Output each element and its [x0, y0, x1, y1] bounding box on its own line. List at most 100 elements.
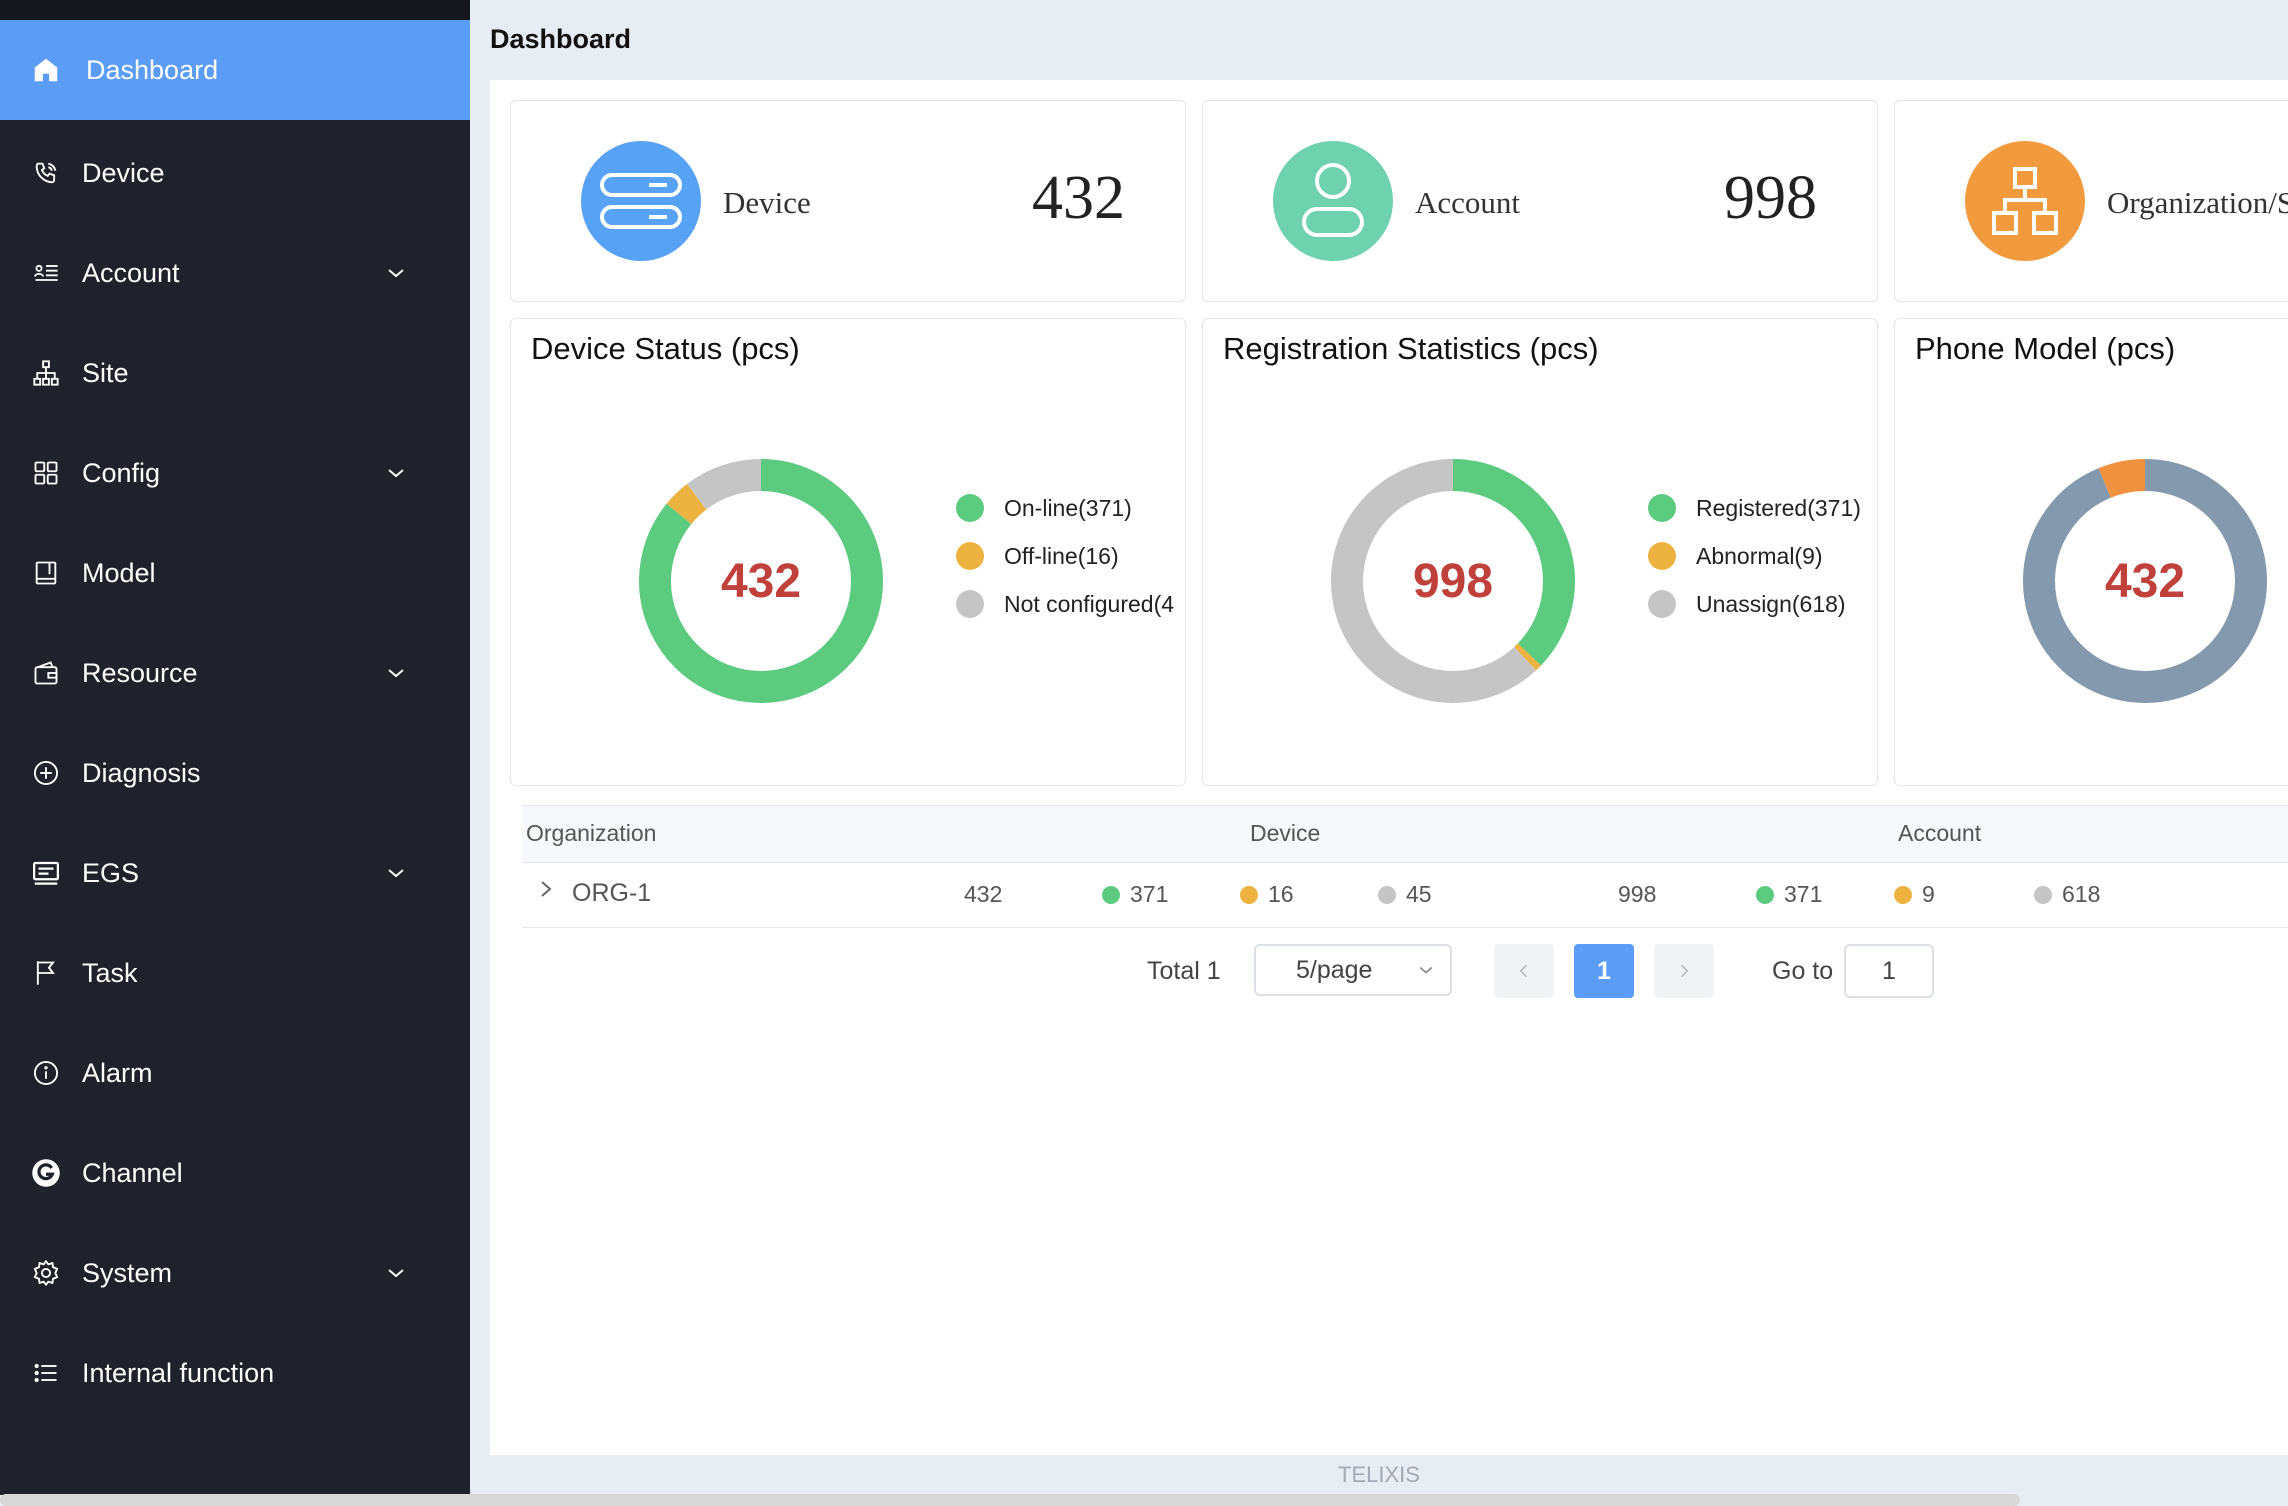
device-icon: [581, 141, 701, 261]
wallet-icon: [30, 657, 62, 689]
sidebar-item-label: Task: [82, 957, 138, 988]
phone-icon: [30, 157, 62, 189]
donut-slice[interactable]: [1331, 459, 1575, 703]
sidebar-item-task[interactable]: Task: [0, 923, 470, 1023]
page-size-select[interactable]: 5/page: [1254, 944, 1452, 996]
donut-center-total: 998: [1413, 555, 1493, 608]
horizontal-scrollbar[interactable]: [0, 1494, 2020, 1506]
sidebar-item-label: Internal function: [82, 1357, 275, 1388]
legend-swatch: [1648, 494, 1676, 522]
legend-swatch: [956, 542, 984, 570]
stat-value: 432: [1032, 164, 1125, 232]
stat-label: Organization/S: [2107, 185, 2288, 220]
donut-center-total: 432: [721, 555, 801, 608]
goto-page-input[interactable]: [1844, 944, 1934, 998]
sidebar-item-device[interactable]: Device: [0, 123, 470, 223]
legend-item-unassign[interactable]: Unassign(618): [1648, 580, 1861, 628]
sidebar-item-label: Site: [82, 357, 129, 388]
legend-item-registered[interactable]: Registered(371): [1648, 484, 1861, 532]
sidebar-item-config[interactable]: Config: [0, 423, 470, 523]
server-icon: [30, 857, 62, 889]
channel-logo-icon: [30, 1157, 62, 1189]
sidebar-item-channel[interactable]: Channel: [0, 1123, 470, 1223]
sidebar-item-label: Resource: [82, 657, 198, 688]
gear-icon: [30, 1257, 62, 1289]
donut-slice[interactable]: [639, 459, 883, 703]
chevron-down-icon: [388, 1269, 404, 1278]
next-page-button[interactable]: [1654, 944, 1714, 998]
chevron-left-icon: [1519, 964, 1528, 978]
donut-slice[interactable]: [2023, 459, 2267, 703]
prev-page-button[interactable]: [1494, 944, 1554, 998]
sidebar-item-alarm[interactable]: Alarm: [0, 1023, 470, 1123]
stat-label: Account: [1415, 185, 1521, 220]
chevron-down-icon: [388, 469, 404, 478]
legend-label: On-line(371): [1004, 494, 1132, 521]
legend-label: Off-line(16): [1004, 542, 1119, 569]
account-abnormal: 9: [1894, 881, 1935, 908]
column-header-device: Device: [1250, 820, 1321, 846]
sidebar-item-label: Device: [82, 157, 165, 188]
legend-label: Abnormal(9): [1696, 542, 1823, 569]
sidebar-item-resource[interactable]: Resource: [0, 623, 470, 723]
legend-swatch: [1648, 590, 1676, 618]
main-header: Dashboard: [470, 0, 2288, 80]
device-offline: 16: [1240, 881, 1294, 908]
legend-swatch: [956, 494, 984, 522]
legend-item-abnormal[interactable]: Abnormal(9): [1648, 532, 1861, 580]
device-total: 432: [964, 881, 1003, 907]
account-unassigned: 618: [2034, 881, 2100, 908]
sidebar-item-account[interactable]: Account: [0, 223, 470, 323]
legend-item-online[interactable]: On-line(371): [956, 484, 1174, 532]
sidebar-top-strip: [0, 0, 470, 20]
legend-item-offline[interactable]: Off-line(16): [956, 532, 1174, 580]
column-header-account: Account: [1898, 820, 1982, 846]
sidebar-item-label: Config: [82, 457, 161, 488]
sidebar-item-egs[interactable]: EGS: [0, 823, 470, 923]
sidebar-item-system[interactable]: System: [0, 1223, 470, 1323]
sitemap-icon: [30, 357, 62, 389]
registration-donut: 998: [1331, 459, 1575, 703]
sidebar-item-label: Alarm: [82, 1057, 153, 1088]
chart-title: Device Status (pcs): [531, 331, 800, 366]
sidebar-item-model[interactable]: Model: [0, 523, 470, 623]
chevron-right-icon: [1680, 964, 1689, 978]
chart-card-phone-model: Phone Model (pcs) 432: [1894, 318, 2288, 786]
chart-legend: On-line(371) Off-line(16) Not configured…: [956, 484, 1174, 628]
chevron-down-icon: [388, 669, 404, 678]
stat-card-device: Device 432: [510, 100, 1186, 302]
chevron-down-icon: [1419, 966, 1433, 974]
page-button-current[interactable]: 1: [1574, 944, 1634, 998]
sidebar-item-label: Model: [82, 557, 156, 588]
sidebar-item-label: Dashboard: [86, 54, 219, 85]
sidebar-item-diagnosis[interactable]: Diagnosis: [0, 723, 470, 823]
page-title: Dashboard: [490, 24, 632, 54]
expand-chevron-icon[interactable]: [536, 877, 556, 901]
donut-center-total: 432: [2105, 555, 2185, 608]
account-list-icon: [30, 257, 62, 289]
plus-circle-icon: [30, 757, 62, 789]
user-icon: [1273, 141, 1393, 261]
stat-card-account: Account 998: [1202, 100, 1878, 302]
sidebar-item-dashboard[interactable]: Dashboard: [0, 20, 470, 120]
device-status-donut: 432: [639, 459, 883, 703]
page-size-value: 5/page: [1296, 955, 1373, 984]
legend-item-not-configured[interactable]: Not configured(4: [956, 580, 1174, 628]
sidebar-item-label: Channel: [82, 1157, 183, 1188]
home-icon: [30, 54, 62, 86]
legend-swatch: [1648, 542, 1676, 570]
grid-icon: [30, 457, 62, 489]
sidebar-item-internal-function[interactable]: Internal function: [0, 1323, 470, 1423]
chart-title: Registration Statistics (pcs): [1223, 331, 1599, 366]
footer-brand: TELIXIS: [1338, 1462, 1420, 1487]
account-total: 998: [1618, 881, 1657, 907]
goto-label: Go to: [1772, 956, 1834, 985]
sidebar-item-site[interactable]: Site: [0, 323, 470, 423]
sidebar-item-label: EGS: [82, 857, 140, 888]
legend-label: Not configured(4: [1004, 590, 1175, 617]
table-row[interactable]: ORG-1 432 371 16 45 998 371 9 618: [522, 861, 2288, 928]
pagination-total: Total 1: [1147, 956, 1221, 985]
chart-legend: Registered(371) Abnormal(9) Unassign(618…: [1648, 484, 1861, 628]
chevron-down-icon: [388, 269, 404, 278]
stat-card-organization: Organization/S: [1894, 100, 2288, 302]
